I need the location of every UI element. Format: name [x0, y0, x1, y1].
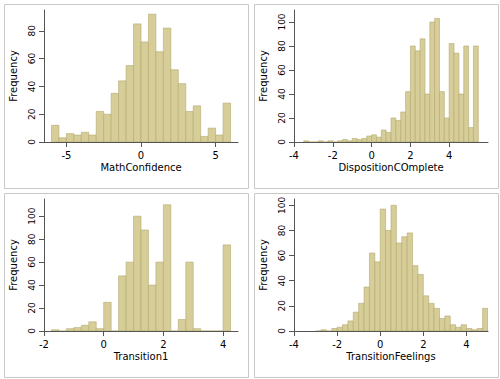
svg-text:20: 20: [27, 108, 37, 120]
svg-text:80: 80: [277, 40, 287, 52]
svg-text:5: 5: [212, 150, 218, 161]
svg-text:-5: -5: [61, 150, 71, 161]
svg-text:4: 4: [446, 150, 452, 161]
svg-text:40: 40: [277, 88, 287, 100]
svg-text:0: 0: [27, 328, 37, 334]
svg-text:Transition1: Transition1: [113, 351, 169, 362]
svg-text:20: 20: [277, 300, 287, 312]
svg-text:2: 2: [160, 339, 166, 350]
svg-text:4: 4: [463, 339, 469, 350]
svg-text:2: 2: [420, 339, 426, 350]
svg-text:60: 60: [277, 64, 287, 76]
svg-text:-4: -4: [289, 150, 299, 161]
svg-text:MathConfidence: MathConfidence: [100, 162, 181, 173]
svg-text:DispositionCOmplete: DispositionCOmplete: [338, 162, 443, 173]
svg-text:60: 60: [27, 256, 37, 268]
svg-text:-2: -2: [39, 339, 49, 350]
svg-text:-2: -2: [332, 339, 342, 350]
svg-text:20: 20: [27, 302, 37, 314]
svg-text:0: 0: [27, 139, 37, 145]
svg-text:100: 100: [27, 207, 37, 224]
svg-text:0: 0: [368, 150, 374, 161]
svg-text:-4: -4: [289, 339, 299, 350]
svg-text:100: 100: [277, 13, 287, 30]
svg-text:0: 0: [277, 328, 287, 334]
svg-text:40: 40: [277, 275, 287, 287]
svg-text:0: 0: [277, 139, 287, 145]
svg-text:60: 60: [277, 250, 287, 262]
svg-text:0: 0: [138, 150, 144, 161]
svg-text:40: 40: [27, 80, 37, 92]
svg-text:40: 40: [27, 279, 37, 291]
svg-text:Frequency: Frequency: [8, 50, 19, 102]
svg-text:0: 0: [101, 339, 107, 350]
svg-text:4: 4: [220, 339, 226, 350]
svg-text:20: 20: [277, 112, 287, 124]
svg-text:-2: -2: [328, 150, 338, 161]
svg-text:60: 60: [27, 53, 37, 65]
svg-text:80: 80: [277, 224, 287, 236]
svg-text:2: 2: [407, 150, 413, 161]
svg-text:0: 0: [377, 339, 383, 350]
svg-text:80: 80: [27, 25, 37, 37]
svg-text:Frequency: Frequency: [8, 239, 19, 291]
svg-text:Frequency: Frequency: [258, 50, 269, 102]
svg-text:100: 100: [277, 196, 287, 213]
svg-text:80: 80: [27, 233, 37, 245]
svg-text:TransitionFeelings: TransitionFeelings: [345, 351, 435, 362]
svg-text:Frequency: Frequency: [258, 239, 269, 291]
